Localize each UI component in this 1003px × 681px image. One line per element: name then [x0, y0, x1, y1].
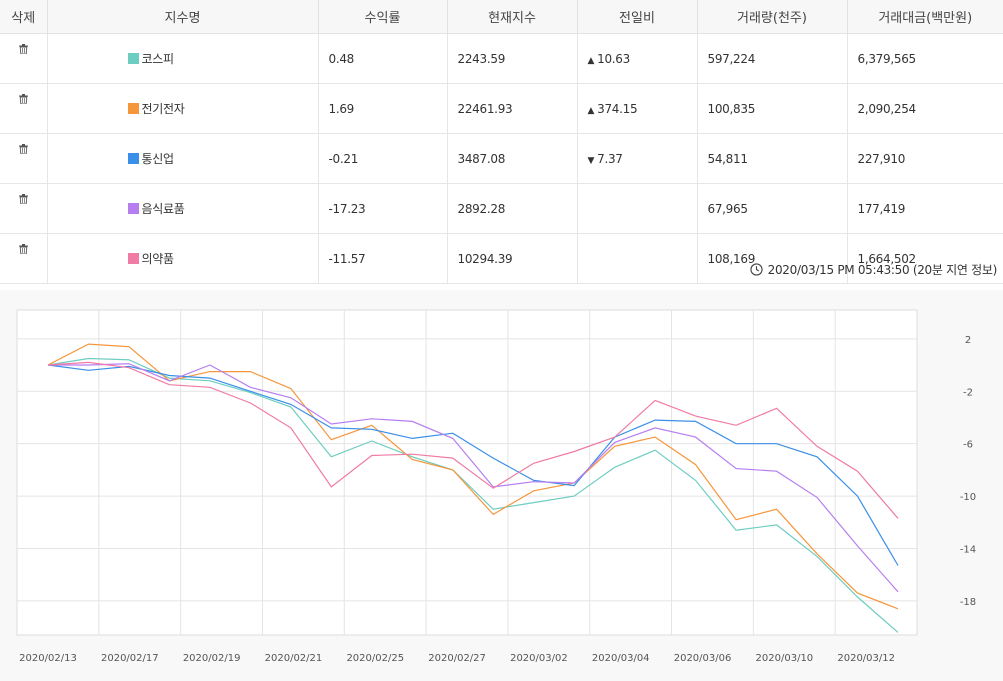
x-tick-label: 2020/03/04 [592, 653, 650, 664]
table-row: 의약품 -11.57 10294.39 108,169 1,664,502 [0, 233, 1003, 284]
x-tick-label: 2020/02/27 [428, 653, 486, 664]
series-color-swatch [127, 153, 139, 164]
index-name-cell[interactable]: 전기전자 [46, 83, 319, 134]
y-tick-label: -6 [963, 440, 973, 451]
y-tick-label: -10 [960, 492, 976, 503]
change-value: 7.37 [597, 151, 623, 166]
x-tick-label: 2020/03/06 [674, 653, 732, 664]
line-chart: 2 -2 -6 -10 -14 -18 2020/02/13 2020/02/17 2020/0… [16, 309, 976, 664]
current-cell: 2892.28 [446, 183, 578, 234]
table-row: 음식료품 -17.23 2892.28 67,965 177,419 [0, 183, 1003, 234]
index-name: 코스피 [141, 52, 175, 66]
current-cell: 2243.59 [446, 33, 578, 84]
current-cell: 10294.39 [446, 233, 578, 284]
trash-icon[interactable] [18, 144, 28, 154]
volume-cell: 100,835 [696, 83, 848, 134]
index-name: 의약품 [141, 252, 175, 266]
trash-icon[interactable] [18, 44, 28, 54]
x-tick-label: 2020/02/25 [346, 653, 404, 664]
trash-icon[interactable] [18, 194, 28, 204]
index-table: 삭제 지수명 수익률 현재지수 전일비 거래량(천주) 거래대금(백만원) 코스… [0, 0, 1003, 284]
trash-icon[interactable] [18, 244, 28, 254]
x-tick-label: 2020/02/17 [101, 653, 159, 664]
table-row: 코스피 0.48 2243.59 ▲ 10.63 597,224 6,379,565 [0, 33, 1003, 84]
return-cell: -0.21 [317, 133, 448, 184]
table-row: 통신업 -0.21 3487.08 ▼ 7.37 54,811 227,910 [0, 133, 1003, 184]
up-arrow-icon: ▲ [587, 55, 595, 66]
table-row: 전기전자 1.69 22461.93 ▲ 374.15 100,835 2,090,254 [0, 83, 1003, 134]
index-name: 전기전자 [141, 102, 185, 116]
return-cell: -17.23 [317, 183, 448, 234]
amount-cell: 227,910 [846, 133, 1003, 184]
timestamp-text: 2020/03/15 PM 05:43:50 (20분 지연 정보) [767, 263, 998, 277]
x-tick-label: 2020/03/02 [510, 653, 568, 664]
delete-cell [0, 33, 48, 84]
index-name-cell[interactable]: 통신업 [46, 133, 319, 184]
series-line [47, 361, 899, 519]
index-name-cell[interactable]: 코스피 [46, 33, 319, 84]
series-line [48, 363, 899, 593]
header-current[interactable]: 현재지수 [446, 0, 578, 34]
x-tick-label: 2020/02/19 [183, 653, 241, 664]
index-name-cell[interactable]: 의약품 [46, 233, 319, 284]
series-color-swatch [127, 253, 139, 264]
change-cell: ▲ 374.15 [576, 83, 698, 134]
amount-cell: 1,664,502 [846, 233, 1003, 284]
x-tick-label: 2020/03/10 [756, 653, 814, 664]
header-amount[interactable]: 거래대금(백만원) [846, 0, 1003, 34]
delete-cell [0, 183, 48, 234]
series-color-swatch [127, 103, 139, 114]
series-color-swatch [127, 53, 139, 64]
change-cell: ▲ 10.63 [576, 33, 698, 84]
clock-icon [750, 263, 763, 276]
volume-cell: 108,169 [696, 233, 848, 284]
change-cell [576, 233, 698, 284]
delete-cell [0, 233, 48, 284]
current-cell: 22461.93 [446, 83, 578, 134]
delete-cell [0, 133, 48, 184]
header-return[interactable]: 수익률 [317, 0, 448, 34]
down-arrow-icon: ▼ [587, 155, 595, 166]
delete-cell [0, 83, 48, 134]
series-line [47, 357, 899, 633]
y-tick-label: -14 [960, 545, 976, 556]
change-cell: ▼ 7.37 [576, 133, 698, 184]
index-name: 통신업 [141, 152, 175, 166]
change-value: 374.15 [597, 101, 638, 116]
x-tick-label: 2020/02/13 [19, 653, 77, 664]
y-tick-label: -18 [960, 597, 976, 608]
volume-cell: 54,811 [696, 133, 848, 184]
timestamp: 2020/03/15 PM 05:43:50 (20분 지연 정보) [750, 261, 997, 278]
y-tick-label: 2 [965, 335, 971, 346]
x-tick-label: 2020/03/12 [837, 653, 895, 664]
series-line [47, 364, 899, 566]
amount-cell: 2,090,254 [846, 83, 1003, 134]
header-delete: 삭제 [0, 0, 48, 34]
header-volume[interactable]: 거래량(천주) [696, 0, 848, 34]
amount-cell: 177,419 [846, 183, 1003, 234]
trash-icon[interactable] [18, 94, 28, 104]
series-color-swatch [127, 203, 139, 214]
return-cell: 0.48 [317, 33, 448, 84]
volume-cell: 597,224 [696, 33, 848, 84]
y-tick-label: -2 [963, 387, 973, 398]
index-name: 음식료품 [141, 202, 185, 216]
change-cell [576, 183, 698, 234]
volume-cell: 67,965 [696, 183, 848, 234]
header-index-name[interactable]: 지수명 [46, 0, 319, 34]
return-cell: 1.69 [317, 83, 448, 134]
amount-cell: 6,379,565 [846, 33, 1003, 84]
x-tick-label: 2020/02/21 [265, 653, 323, 664]
table-header-row: 삭제 지수명 수익률 현재지수 전일비 거래량(천주) 거래대금(백만원) [0, 0, 1003, 34]
change-value: 10.63 [597, 51, 630, 66]
return-cell: -11.57 [317, 233, 448, 284]
header-change[interactable]: 전일비 [576, 0, 698, 34]
up-arrow-icon: ▲ [587, 105, 595, 116]
index-name-cell[interactable]: 음식료품 [46, 183, 319, 234]
plot-area [16, 309, 918, 636]
current-cell: 3487.08 [446, 133, 578, 184]
